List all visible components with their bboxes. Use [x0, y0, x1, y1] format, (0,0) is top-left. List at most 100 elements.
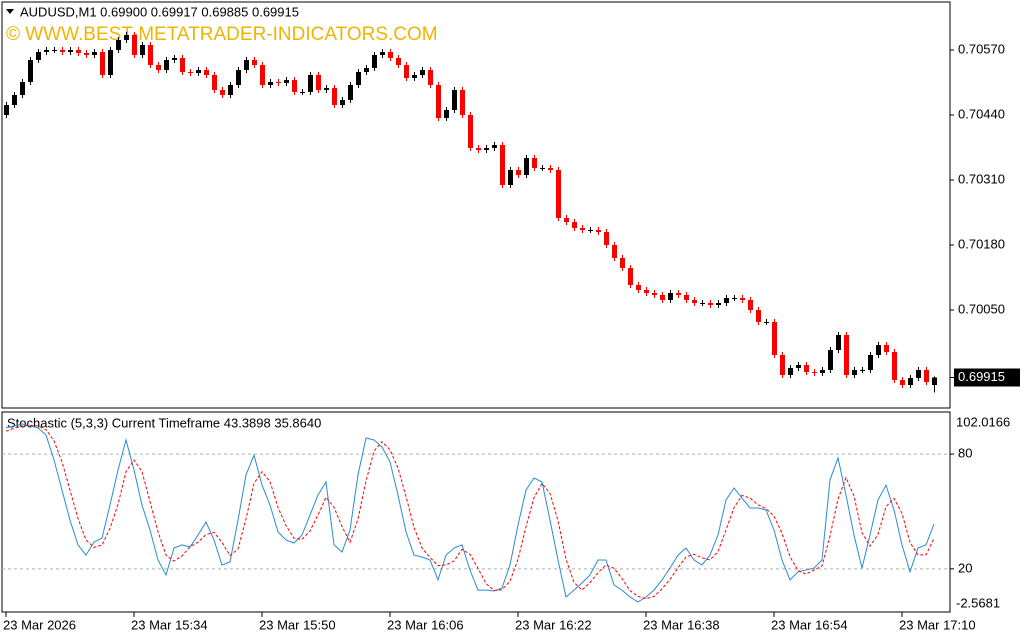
candle-body: [228, 85, 233, 95]
candle-body: [68, 50, 73, 52]
candle-body: [452, 90, 457, 110]
candle-body: [84, 53, 89, 55]
candle-body: [596, 230, 601, 232]
candle-body: [340, 100, 345, 105]
candle-body: [300, 92, 305, 93]
candle-body: [252, 60, 257, 65]
candle-body: [572, 222, 577, 228]
series-line: [5, 423, 935, 603]
candle-body: [100, 52, 105, 75]
y-tick-label: 0.70180: [958, 236, 1005, 251]
x-tick-label: 23 Mar 16:22: [515, 617, 592, 632]
candle-body: [268, 82, 273, 85]
candle-body: [4, 105, 9, 115]
candle-body: [180, 58, 185, 72]
candle-body: [580, 228, 585, 230]
candle-body: [380, 52, 385, 55]
candle-body: [244, 60, 249, 70]
series-line: [5, 424, 935, 600]
candle-body: [876, 345, 881, 355]
candle-body: [724, 298, 729, 303]
candle-body: [164, 60, 169, 70]
candle-body: [156, 65, 161, 70]
candle-body: [604, 232, 609, 245]
candle-body: [12, 95, 17, 105]
candle-body: [412, 75, 417, 78]
candle-body: [476, 148, 481, 150]
candle-body: [772, 322, 777, 355]
candle-body: [564, 218, 569, 222]
candle-body: [460, 90, 465, 115]
candle-body: [420, 70, 425, 75]
candle-body: [628, 268, 633, 285]
candle-body: [668, 293, 673, 300]
candle-body: [20, 82, 25, 95]
candle-body: [508, 170, 513, 185]
candle-body: [292, 80, 297, 92]
candle-body: [892, 352, 897, 380]
price-panel: [1, 1, 951, 409]
candle-body: [676, 293, 681, 295]
candle-body: [860, 370, 865, 371]
candle-body: [788, 368, 793, 375]
candle-body: [172, 58, 177, 60]
x-tick-label: 23 Mar 15:34: [131, 617, 208, 632]
candle-body: [436, 85, 441, 118]
candle-body: [844, 335, 849, 375]
candle-body: [372, 55, 377, 68]
candle-body: [212, 75, 217, 90]
candle-body: [924, 370, 929, 382]
candle-body: [796, 365, 801, 368]
candle-body: [348, 85, 353, 100]
candle-body: [500, 145, 505, 185]
candle-body: [284, 80, 289, 83]
candle-body: [44, 50, 49, 52]
candle-body: [60, 50, 65, 52]
candle-body: [332, 88, 337, 105]
x-tick-label: 23 Mar 2026: [3, 617, 76, 632]
x-tick-label: 23 Mar 16:38: [643, 617, 720, 632]
x-tick-label: 23 Mar 16:54: [771, 617, 848, 632]
candle-body: [316, 75, 321, 90]
candle-body: [356, 72, 361, 85]
candle-body: [644, 290, 649, 293]
candle-body: [748, 300, 753, 310]
candle-body: [236, 70, 241, 85]
candle-body: [92, 52, 97, 55]
candle-body: [780, 355, 785, 375]
y-tick-label: 0.70050: [958, 301, 1005, 316]
x-tick-label: 23 Mar 17:10: [899, 617, 976, 632]
candle-body: [196, 70, 201, 73]
candle-body: [76, 50, 81, 53]
candle-body: [700, 303, 705, 304]
candle-body: [916, 370, 921, 378]
candle-body: [588, 230, 593, 231]
candle-body: [804, 365, 809, 372]
candle-body: [732, 298, 737, 299]
y-tick-label: 20: [958, 560, 972, 575]
candle-body: [396, 58, 401, 65]
candle-body: [684, 295, 689, 300]
y-tick-label: 0.70310: [958, 171, 1005, 186]
candle-body: [404, 65, 409, 78]
candle-body: [516, 170, 521, 175]
candle-body: [132, 35, 137, 55]
candle-body: [756, 310, 761, 322]
candle-body: [932, 377, 937, 385]
indicator-panel: [1, 411, 951, 613]
y-limit-label: -2.5681: [956, 595, 1000, 610]
candle-body: [324, 88, 329, 90]
candle-body: [612, 245, 617, 258]
candle-body: [188, 72, 193, 73]
candle-body: [308, 75, 313, 92]
candle-body: [716, 303, 721, 305]
candle-body: [492, 145, 497, 148]
y-tick-label: 0.70440: [958, 106, 1005, 121]
candle-body: [468, 115, 473, 148]
menu-arrow[interactable]: [6, 9, 14, 14]
candle-body: [812, 372, 817, 373]
candle-body: [364, 68, 369, 72]
candle-body: [220, 90, 225, 95]
candle-body: [388, 52, 393, 58]
